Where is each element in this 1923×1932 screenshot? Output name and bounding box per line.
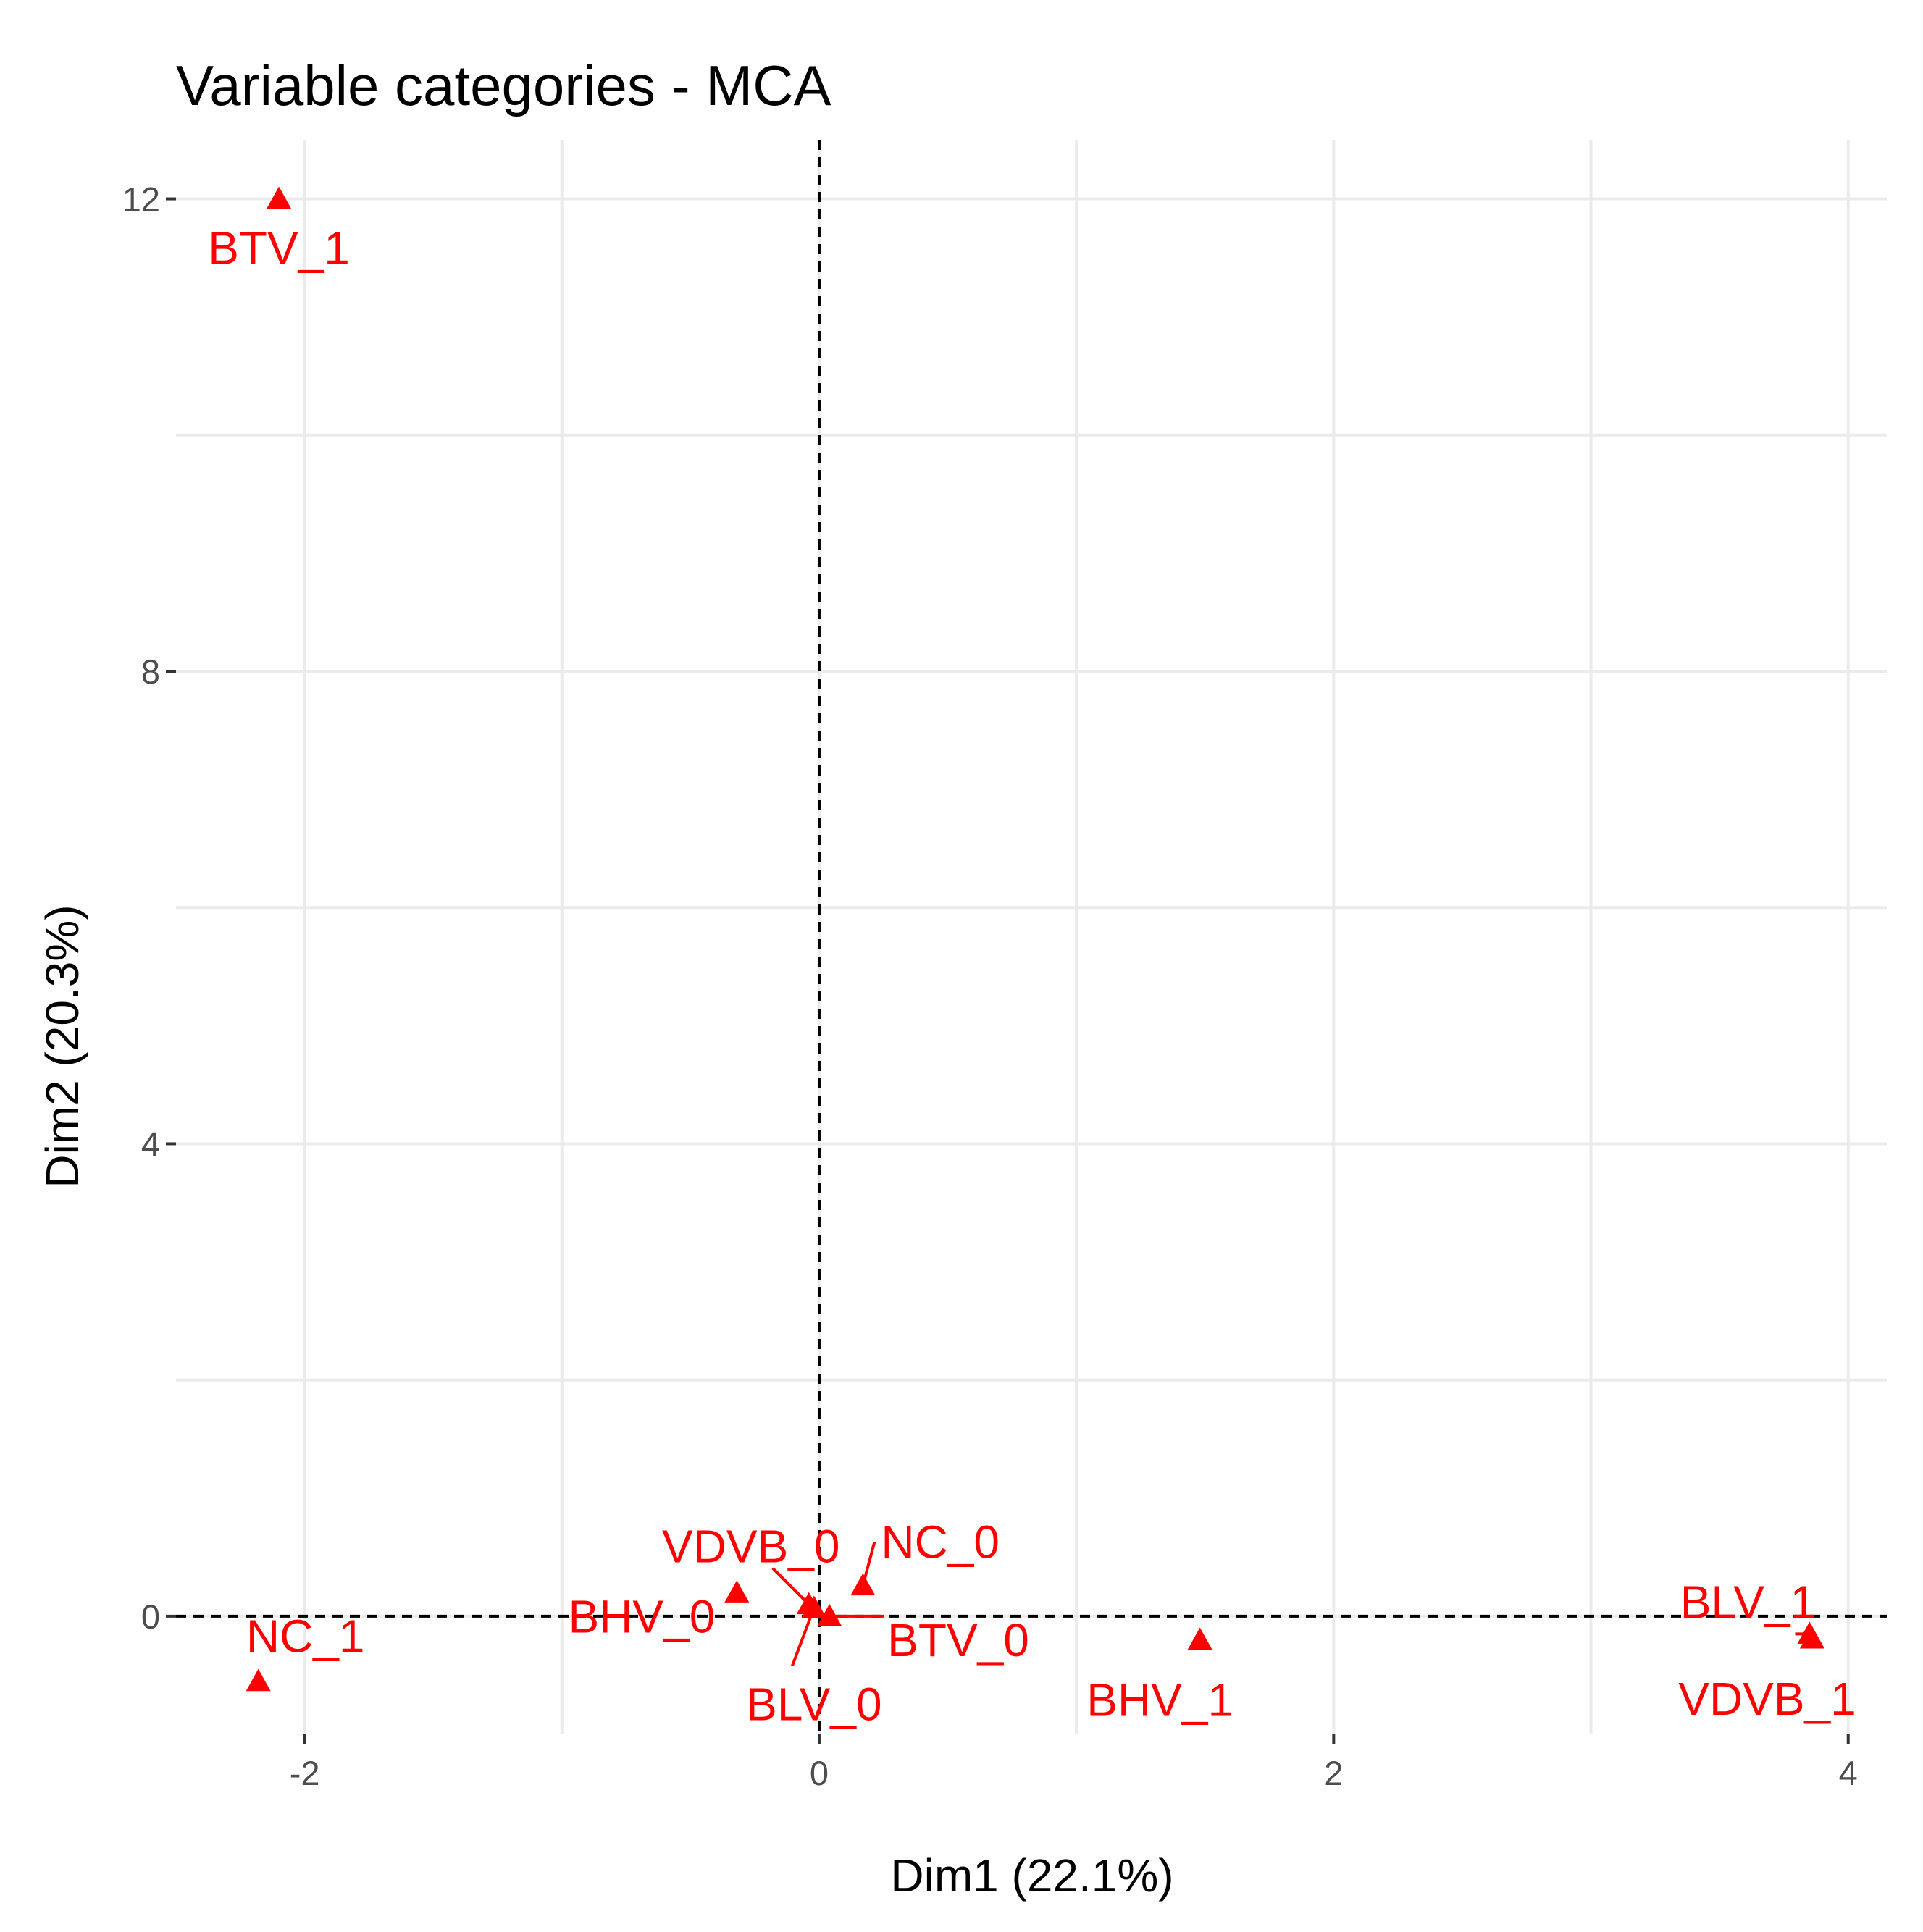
points [246, 186, 1824, 1692]
x-tick-label: -2 [290, 1754, 320, 1792]
y-axis-title: Dim2 (20.3%) [36, 904, 88, 1188]
y-tick-label: 12 [122, 180, 160, 219]
label-bhv-1: BHV_1 [1086, 1674, 1233, 1726]
label-btv-1: BTV_1 [208, 222, 350, 274]
label-nc-0: NC_0 [881, 1516, 1000, 1568]
label-blv-1: BLV_1 [1680, 1576, 1816, 1628]
x-tick-label: 4 [1839, 1754, 1858, 1792]
label-btv-0: BTV_0 [887, 1614, 1029, 1666]
point-blv-0 [801, 1595, 826, 1618]
point-bhv-1 [1187, 1627, 1212, 1650]
y-tick-label: 4 [141, 1125, 160, 1163]
axis-ticks: -2 0 2 4 0 4 8 12 [122, 180, 1858, 1792]
label-blv-0: BLV_0 [746, 1678, 881, 1730]
point-vdvb-1 [1799, 1626, 1824, 1649]
leader-vdvb-0 [771, 1567, 810, 1605]
point-nc-1 [246, 1668, 271, 1692]
chart-title: Variable categories - MCA [176, 54, 831, 117]
grid [176, 140, 1887, 1734]
x-tick-label: 2 [1324, 1754, 1343, 1792]
point-bhv-0 [724, 1580, 750, 1603]
point-btv-1 [267, 186, 292, 209]
label-vdvb-1: VDVB_1 [1678, 1673, 1856, 1725]
point-nc-0 [850, 1573, 876, 1596]
label-vdvb-0: VDVB_0 [662, 1521, 839, 1573]
label-bhv-0: BHV_0 [569, 1590, 716, 1642]
x-axis-title: Dim1 (22.1%) [890, 1849, 1173, 1902]
point-btv-0 [817, 1603, 842, 1626]
reference-lines [176, 140, 1887, 1734]
label-nc-1: NC_1 [246, 1610, 365, 1663]
y-tick-label: 0 [141, 1597, 160, 1636]
x-tick-label: 0 [810, 1754, 829, 1792]
y-tick-label: 8 [141, 652, 160, 691]
